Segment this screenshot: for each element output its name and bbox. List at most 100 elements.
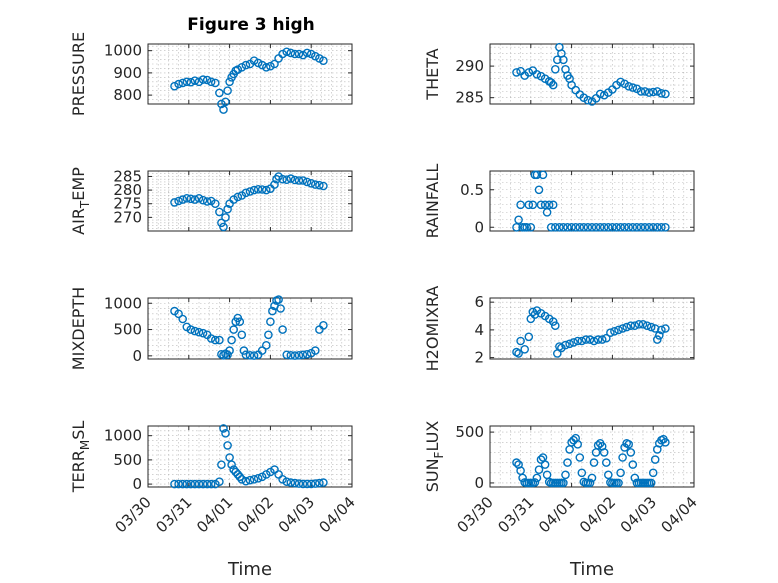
data-point [194,77,204,87]
data-point [298,479,308,489]
data-point [565,339,574,349]
data-point [217,460,226,470]
data-point [638,319,648,329]
data-point [282,175,292,184]
data-point [237,63,247,72]
data-point [602,333,611,343]
x-axis-label: Time [227,559,272,580]
data-point [538,170,548,180]
y-tick-label: 0 [474,218,484,236]
data-point [532,473,542,483]
y-tick-label: 0.5 [460,181,484,199]
data-point [182,193,192,203]
data-point [616,77,625,87]
subplot-theta: 285 290 THETA [423,42,695,107]
data-point [618,324,627,333]
data-point [555,342,564,351]
x-tick-label: 04/04 [316,493,359,536]
data-point [599,222,609,232]
data-point [282,350,292,360]
data-point [583,222,593,232]
data-point [225,346,234,355]
data-point [278,49,287,59]
data-point [657,222,666,232]
y-axis-label: THETA [423,48,442,100]
data-point [202,75,212,85]
data-point [644,222,654,232]
data-point [563,458,572,467]
data-point [587,473,597,483]
y-tick-label: 275 [113,195,142,213]
data-point [310,346,320,355]
data-point [571,222,581,232]
x-tick-label: 04/01 [193,493,236,536]
data-point [616,468,625,478]
data-point [270,59,279,69]
data-point [268,306,277,316]
data-point [589,336,599,346]
data-point [261,340,271,350]
data-point [569,338,578,347]
data-point [587,222,597,232]
axes-frame [147,43,353,105]
y-tick-label: 290 [455,57,484,75]
data-point [661,324,670,333]
data-point [646,478,656,488]
data-point [520,344,530,354]
data-point [298,350,308,360]
y-tick-label: 1000 [104,427,142,445]
data-point [567,80,576,90]
y-tick-label: 800 [113,86,142,104]
data-point [249,185,259,195]
data-series [170,295,328,360]
data-point [648,87,658,97]
data-point [579,222,589,232]
data-point [249,474,259,484]
data-point [206,77,216,87]
y-tick-label: 0 [132,475,142,493]
data-point [559,55,568,65]
axes-frame [147,170,353,232]
data-point [206,479,216,489]
data-point [612,222,621,232]
subplot-mixdepth: 0 500 1000 MIXDEPTH [69,287,353,370]
grid-lines [147,44,353,105]
data-point [302,48,312,58]
y-tick-label: 0 [474,474,484,492]
data-point [620,222,629,232]
data-series [170,424,328,489]
data-point [512,347,521,357]
data-point [512,458,521,467]
data-series [512,42,670,106]
data-point [516,200,525,210]
data-point [264,330,273,340]
data-point [614,478,623,488]
data-point [221,213,230,222]
data-point [628,222,638,232]
y-axis-label: PRESSURE [69,32,88,116]
data-point [306,49,316,59]
data-point [294,479,304,488]
data-point [274,295,283,304]
x-axis-label: Time [569,559,614,580]
data-point [182,77,192,87]
data-point [315,478,324,488]
data-point [202,197,212,206]
data-point [548,317,558,326]
data-point [589,458,599,467]
data-point [219,105,228,114]
data-point [253,184,263,194]
data-point [278,174,287,184]
data-point [302,479,312,489]
data-point [319,56,328,66]
data-point [198,479,208,489]
figure-title: Figure 3 high [187,15,315,35]
data-point [546,222,556,232]
data-point [628,83,638,92]
data-point [565,445,574,454]
y-tick-label: 2 [474,349,484,367]
x-tick-label: 03/31 [152,493,195,536]
data-point [241,188,251,198]
data-point [593,440,603,450]
data-point [174,196,183,206]
